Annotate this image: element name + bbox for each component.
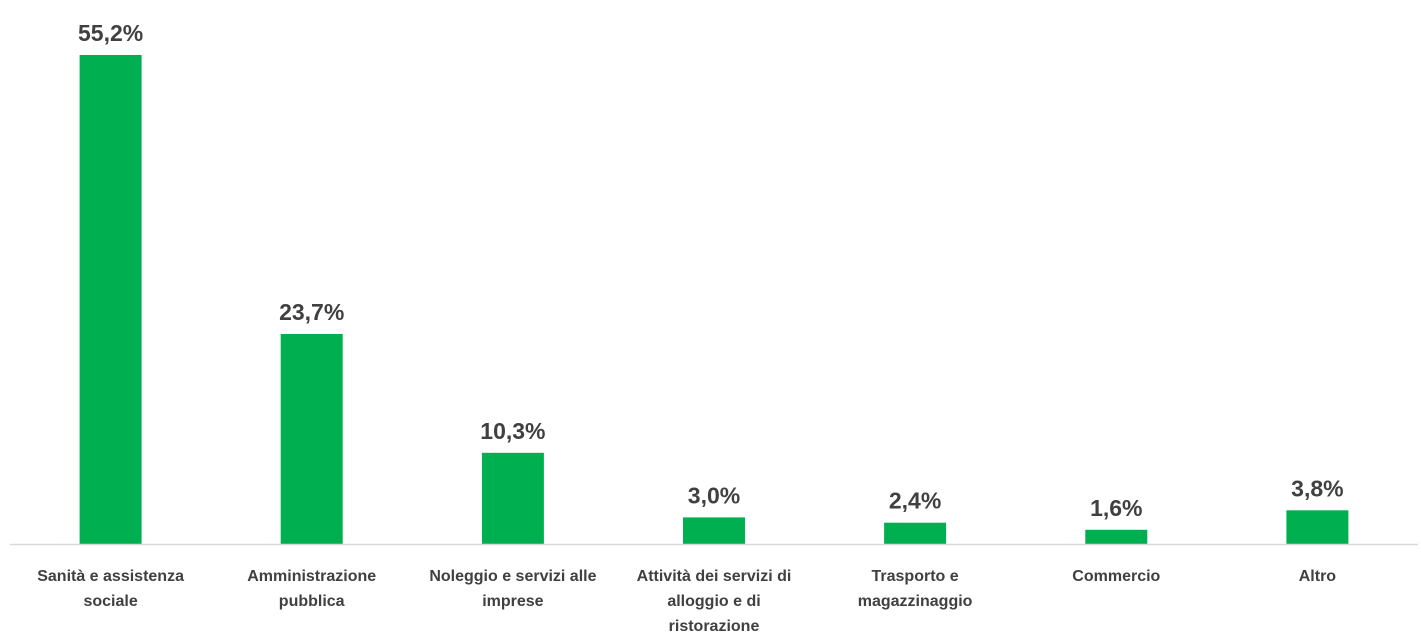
category-label-0-line-0: Sanità e assistenza xyxy=(37,568,184,585)
category-label-4-line-1: magazzinaggio xyxy=(858,593,973,610)
category-label-1-line-1: pubblica xyxy=(279,593,345,610)
category-label-2: Noleggio e servizi alle imprese xyxy=(429,568,596,610)
data-label-6: 3,8% xyxy=(1291,475,1343,501)
category-label-1-line-0: Amministrazione xyxy=(247,568,376,585)
category-label-0: Sanità e assistenza sociale xyxy=(37,568,184,610)
value-labels-layer: 55,2% 23,7% 10,3% 3,0% 2,4% 1,6% 3,8% xyxy=(78,20,1344,521)
category-label-1: Amministrazione pubblica xyxy=(247,568,376,610)
bar-1 xyxy=(280,334,343,544)
bar-2 xyxy=(481,452,544,544)
bar-4 xyxy=(884,522,947,544)
data-label-2: 10,3% xyxy=(480,418,545,444)
bar-6 xyxy=(1286,510,1349,544)
bar-3 xyxy=(683,517,745,544)
data-label-1: 23,7% xyxy=(279,299,344,325)
bar-0 xyxy=(79,55,142,544)
category-label-2-line-0: Noleggio e servizi alle xyxy=(429,568,596,585)
category-label-3-line-1: alloggio e di xyxy=(667,593,760,610)
bar-5 xyxy=(1085,529,1148,544)
category-label-0-line-1: sociale xyxy=(83,593,137,610)
data-label-0: 55,2% xyxy=(78,20,143,46)
category-label-5-line-0: Commercio xyxy=(1072,568,1160,585)
category-label-4-line-0: Trasporto e xyxy=(872,568,959,585)
category-label-3-line-2: ristorazione xyxy=(669,618,760,632)
data-label-4: 2,4% xyxy=(889,488,941,514)
category-label-6: Altro xyxy=(1299,568,1337,585)
data-label-5: 1,6% xyxy=(1090,495,1142,521)
category-labels-layer: Sanità e assistenza sociale Amministrazion… xyxy=(37,568,1336,632)
category-label-6-line-0: Altro xyxy=(1299,568,1337,585)
category-label-3-line-0: Attività dei servizi di xyxy=(637,568,792,585)
data-label-3: 3,0% xyxy=(688,482,740,508)
category-label-3: Attività dei servizi di alloggio e di rist… xyxy=(637,568,792,632)
category-label-4: Trasporto e magazzinaggio xyxy=(858,568,973,610)
bars-layer xyxy=(79,55,1349,544)
category-label-5: Commercio xyxy=(1072,568,1160,585)
category-label-2-line-1: imprese xyxy=(482,593,543,610)
